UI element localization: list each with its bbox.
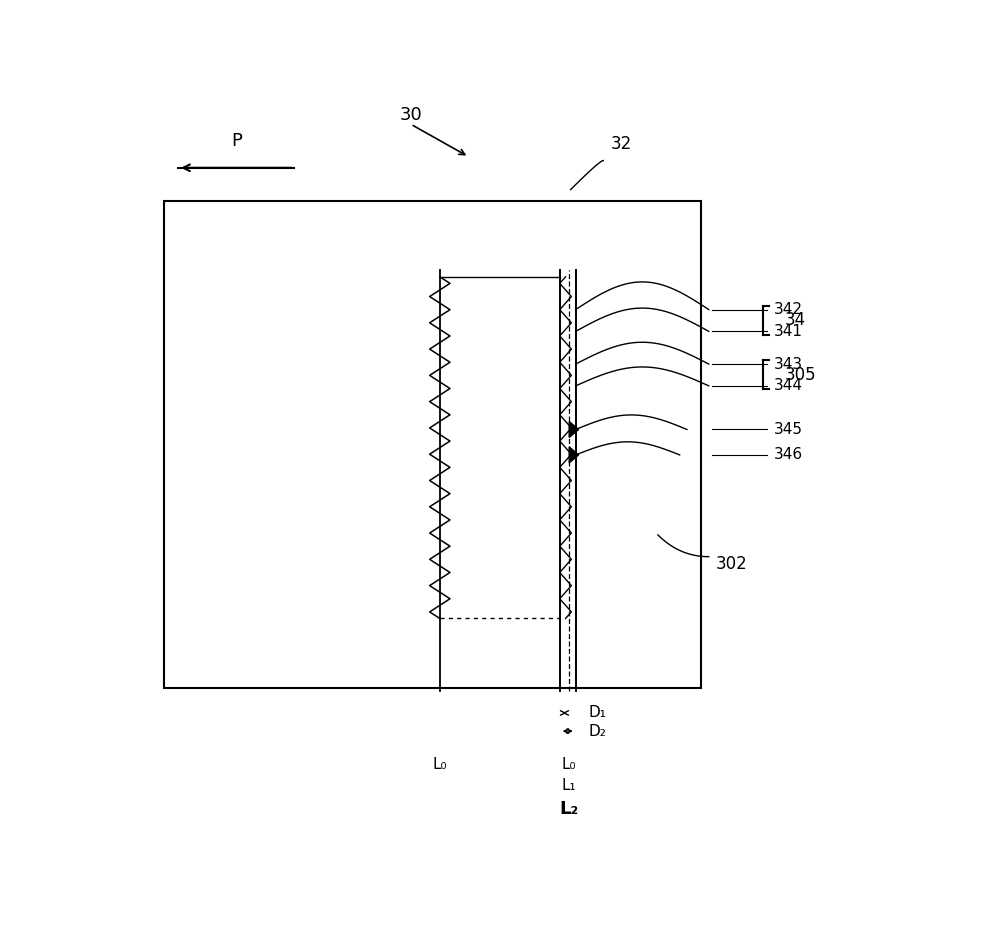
Text: D₁: D₁: [589, 705, 607, 720]
Text: 345: 345: [774, 422, 803, 437]
Text: 346: 346: [774, 447, 803, 463]
Text: L₀: L₀: [432, 756, 447, 771]
Text: D₂: D₂: [589, 724, 607, 738]
Polygon shape: [569, 447, 579, 463]
Text: P: P: [231, 131, 242, 149]
Text: 30: 30: [399, 106, 422, 125]
Text: 34: 34: [785, 312, 806, 329]
Text: L₀: L₀: [562, 756, 577, 771]
Polygon shape: [569, 421, 579, 437]
Text: 343: 343: [774, 357, 803, 372]
Text: L₁: L₁: [562, 779, 577, 793]
Bar: [164, 200, 701, 687]
Text: 342: 342: [774, 302, 803, 317]
Text: 341: 341: [774, 324, 803, 339]
Text: 32: 32: [611, 135, 632, 153]
Text: 344: 344: [774, 379, 803, 394]
Text: 302: 302: [716, 555, 748, 573]
Text: L₂: L₂: [560, 801, 579, 818]
Text: 305: 305: [785, 366, 817, 384]
